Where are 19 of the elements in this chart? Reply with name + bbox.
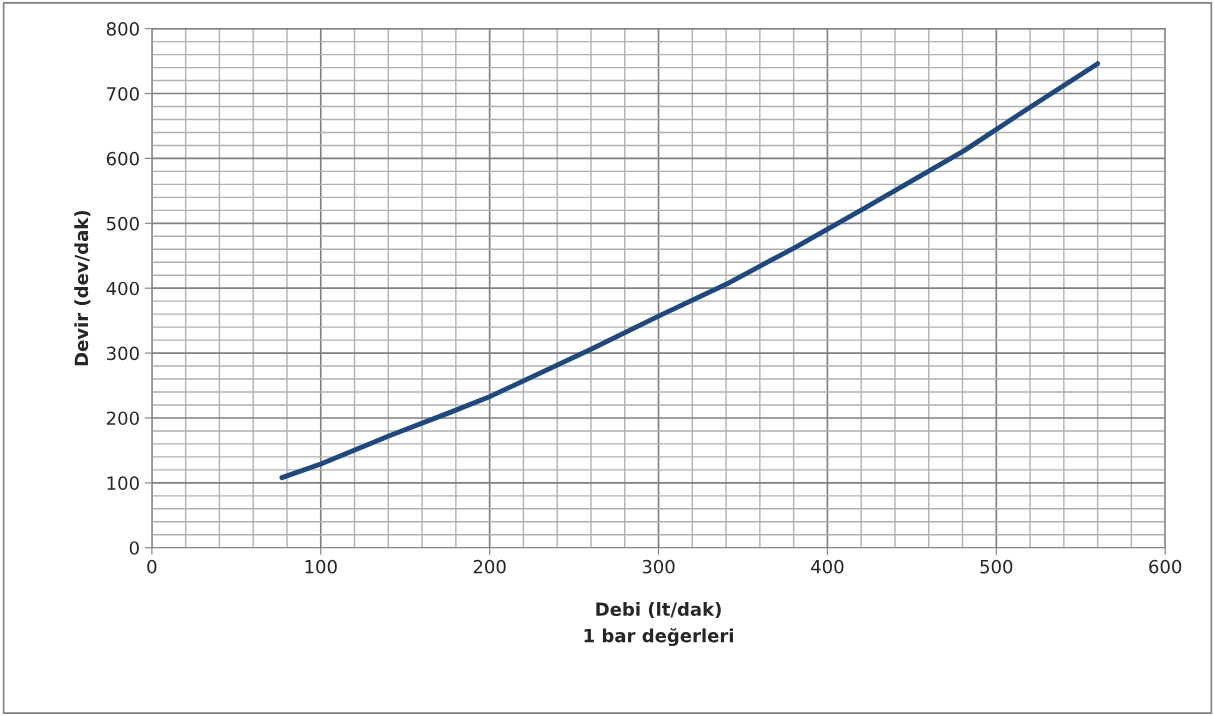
x-tick-label: 0: [147, 559, 157, 574]
x-tick-label: 400: [811, 559, 844, 574]
y-tick-label: 0: [129, 541, 139, 555]
line-series: [279, 61, 1101, 481]
y-tick-label: 500: [107, 216, 139, 231]
y-tick-label: 600: [106, 151, 139, 166]
x-tick-label: 300: [642, 559, 675, 574]
y-tick-label: 400: [106, 281, 139, 296]
y-tick-label: 100: [107, 476, 139, 490]
x-axis-title: Debi (lt/dak) 1 bar değerleri: [584, 602, 733, 647]
y-tick-label: 300: [106, 346, 139, 361]
x-tick-label: 200: [473, 559, 506, 574]
y-tick-label: 700: [107, 86, 139, 101]
y-axis-title: Devir (dev/dak): [74, 210, 91, 366]
x-tick-label: 100: [305, 559, 337, 574]
y-tick-label: 800: [106, 22, 139, 36]
x-tick-label: 500: [980, 559, 1013, 574]
x-tick-label: 600: [1149, 559, 1182, 574]
y-tick-label: 200: [106, 411, 139, 426]
